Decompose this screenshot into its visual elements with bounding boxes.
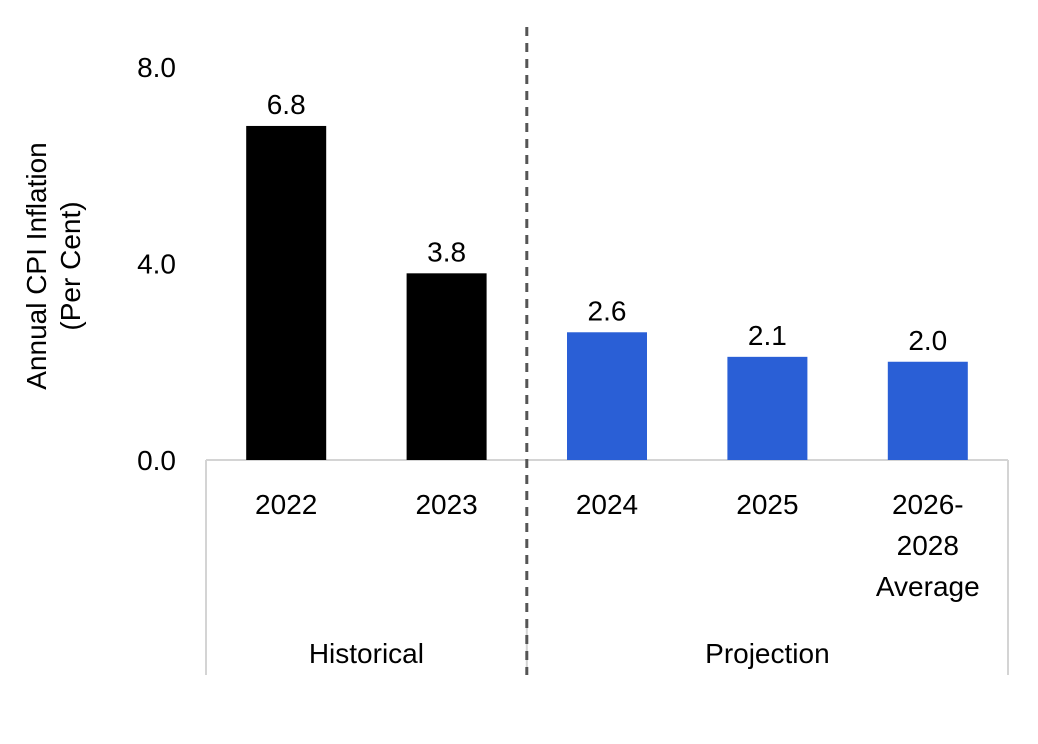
category-label: Average <box>876 571 980 602</box>
bar-2025 <box>727 356 808 460</box>
bars <box>246 125 968 460</box>
data-label: 2.0 <box>908 325 947 356</box>
data-labels: 6.8 3.8 2.6 2.1 2.0 <box>267 89 948 356</box>
category-label: 2028 <box>897 530 959 561</box>
y-axis-title: Annual CPI Inflation (Per Cent) <box>21 142 86 390</box>
category-label: 2026- <box>892 489 964 520</box>
category-label: 2025 <box>736 489 798 520</box>
data-label: 6.8 <box>267 89 306 120</box>
group-label-historical: Historical <box>309 638 424 669</box>
data-label: 3.8 <box>427 236 466 267</box>
bar-2024 <box>567 332 647 460</box>
y-axis-ticks: 0.0 4.0 8.0 <box>137 52 176 476</box>
group-labels: Historical Projection <box>309 638 830 669</box>
category-labels: 2022 2023 2024 2025 2026- 2028 Average <box>255 489 980 602</box>
y-tick-label: 4.0 <box>137 249 176 280</box>
bar-2023 <box>406 273 487 460</box>
group-label-projection: Projection <box>705 638 830 669</box>
data-label: 2.6 <box>588 295 627 326</box>
data-label: 2.1 <box>748 320 787 351</box>
category-label: 2023 <box>415 489 477 520</box>
bar-2026-2028-average <box>887 361 968 460</box>
y-tick-label: 8.0 <box>137 52 176 83</box>
category-label: 2022 <box>255 489 317 520</box>
y-tick-label: 0.0 <box>137 445 176 476</box>
bar-2022 <box>246 125 327 460</box>
category-label: 2024 <box>576 489 638 520</box>
y-axis-label: Annual CPI Inflation (Per Cent) <box>21 142 86 390</box>
